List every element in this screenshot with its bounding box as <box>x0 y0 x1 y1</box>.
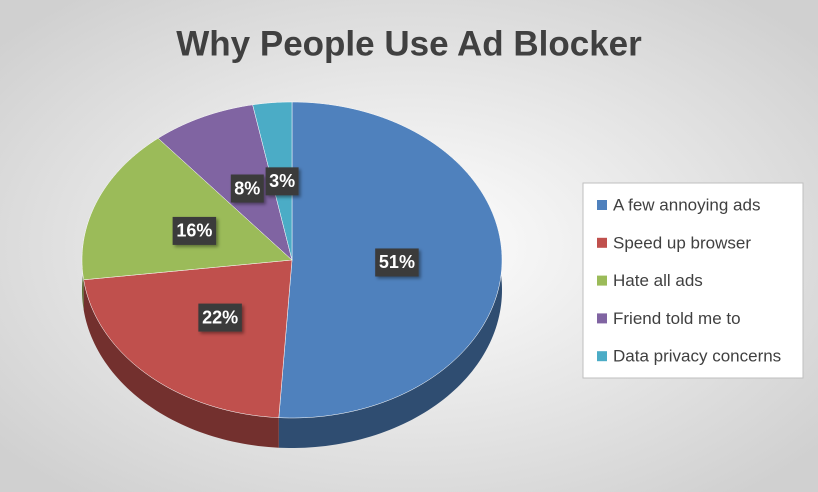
legend-label: Speed up browser <box>613 233 751 252</box>
legend-swatch <box>597 200 607 210</box>
data-label-box <box>375 248 419 277</box>
data-label-box <box>230 174 264 203</box>
legend-swatch <box>597 313 607 324</box>
legend-swatch <box>597 351 607 362</box>
legend: A few annoying ads Speed up browser Hate a… <box>597 195 781 366</box>
legend-swatch <box>597 275 607 286</box>
pie-slice <box>157 104 293 261</box>
data-label-box <box>265 167 299 196</box>
legend-box <box>582 182 804 379</box>
data-label: 3% <box>269 171 295 191</box>
data-label: 8% <box>234 178 260 198</box>
data-label: 51% <box>379 252 415 272</box>
data-label: 16% <box>176 221 212 241</box>
data-label-box <box>172 216 217 245</box>
data-labels: 51% 22% 16% 8% 3% <box>172 167 419 332</box>
legend-label: Data privacy concerns <box>613 347 781 366</box>
legend-swatch <box>597 237 607 248</box>
legend-label: Friend told me to <box>613 309 741 328</box>
pie <box>81 101 503 448</box>
chart-title: Why People Use Ad Blocker <box>176 24 642 63</box>
legend-label: A few annoying ads <box>613 195 760 214</box>
pie-slice <box>81 137 293 281</box>
pie-slice <box>83 259 293 418</box>
legend-label: Hate all ads <box>613 271 703 290</box>
data-label: 22% <box>202 307 238 327</box>
pie-side <box>83 279 279 448</box>
data-label-box <box>198 303 242 332</box>
